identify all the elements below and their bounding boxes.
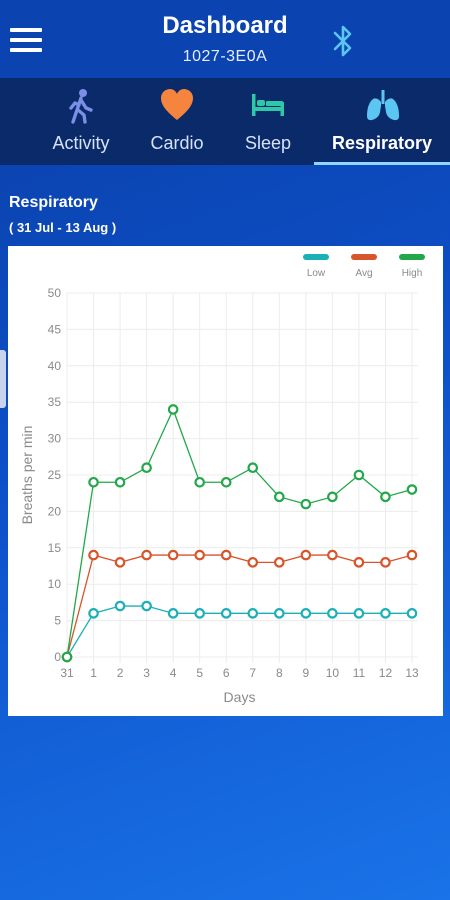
lungs-icon [367,90,399,121]
legend-swatch-avg [351,254,377,260]
legend-label-high: High [402,268,423,279]
data-point-avg [114,557,126,568]
x-tick-label: 12 [379,666,393,680]
app-header: Dashboard 1027-3E0A [0,0,450,78]
data-point-avg [88,549,99,561]
x-tick-label: 5 [196,666,203,680]
x-tick-label: 6 [223,666,230,680]
legend-label-avg: Avg [355,268,372,279]
x-tick-label: 4 [170,666,177,680]
data-point-high [380,491,391,503]
tab-activity[interactable]: Activity [40,78,122,165]
data-point-avg [380,557,391,568]
legend-swatch-low [303,254,329,260]
data-point-avg [406,549,418,561]
y-tick-label: 20 [48,504,62,518]
data-point-avg [274,557,285,568]
data-point-high [406,484,418,495]
data-point-avg [141,549,152,561]
data-point-low [380,608,391,619]
tab-respiratory[interactable]: Respiratory [318,78,446,165]
data-point-high [247,462,259,474]
legend-label-low: Low [307,268,326,279]
active-tab-indicator [314,162,450,165]
tab-cardio[interactable]: Cardio [140,78,214,165]
data-point-low [194,608,205,619]
data-point-high [61,651,73,663]
data-point-avg [300,549,312,561]
data-point-high [114,476,126,488]
data-point-high [194,476,205,488]
x-axis-title: Days [224,689,256,705]
x-tick-label: 2 [117,666,124,680]
data-point-high [327,491,338,503]
x-tick-label: 10 [326,666,340,680]
tab-bar: Activity Cardio Sleep Respiratory [0,78,450,165]
tab-label: Cardio [150,133,204,153]
data-point-low [274,608,285,619]
x-tick-label: 11 [353,666,366,680]
y-axis-title: Breaths per min [19,426,35,525]
hamburger-menu-icon[interactable] [10,26,44,54]
x-tick-label: 9 [303,666,310,680]
y-tick-label: 0 [54,650,61,664]
data-point-low [300,608,312,619]
data-point-low [406,608,418,619]
tab-label: Activity [52,133,110,153]
data-point-high [274,491,285,503]
walking-person-icon [69,89,93,124]
heart-icon [161,89,193,120]
data-point-low [167,608,179,619]
data-point-low [141,600,152,612]
y-tick-label: 5 [54,614,61,628]
respiratory-chart-card: 0 5 10 15 20 25 30 35 40 45 50 31 1 2 3 4 5 6 7 8 9 10 11 12 13 D… [8,246,443,716]
y-tick-label: 15 [48,541,62,555]
side-drawer-handle[interactable] [0,350,6,408]
y-tick-label: 50 [48,286,62,300]
data-point-low [114,600,126,612]
data-point-avg [194,549,205,561]
y-tick-label: 45 [48,322,62,336]
bed-icon [252,94,284,116]
x-tick-label: 8 [276,666,283,680]
data-point-high [300,498,312,510]
data-point-avg [247,557,259,568]
x-tick-label: 1 [90,666,97,680]
tab-sleep[interactable]: Sleep [232,78,304,165]
data-point-avg [353,557,365,568]
x-tick-label: 7 [249,666,256,680]
data-point-avg [327,549,338,561]
data-point-high [88,476,99,488]
data-point-low [353,608,365,619]
legend-swatch-high [399,254,425,260]
device-id: 1027-3E0A [182,48,268,65]
data-point-high [220,476,232,488]
data-point-low [327,608,338,619]
y-tick-label: 25 [48,468,62,482]
x-tick-label: 3 [143,666,150,680]
data-point-high [353,469,365,481]
data-point-high [167,404,179,415]
series-line-high [66,407,413,658]
data-point-avg [167,549,179,561]
data-point-high [141,462,152,474]
y-tick-label: 40 [48,359,62,373]
x-tick-label: 13 [405,666,419,680]
y-tick-label: 30 [48,432,62,446]
data-point-low [247,608,259,619]
section-title: Respiratory [9,194,98,211]
data-point-low [88,608,99,619]
y-tick-label: 10 [48,577,62,591]
date-range: ( 31 Jul - 13 Aug ) [9,220,117,235]
y-tick-label: 35 [48,395,62,409]
bluetooth-icon[interactable] [330,24,356,58]
data-point-avg [220,549,232,561]
page-title: Dashboard [162,12,288,39]
x-tick-label: 31 [60,666,74,680]
tab-label: Sleep [244,133,292,153]
data-point-low [220,608,232,619]
tab-label: Respiratory [331,133,433,153]
